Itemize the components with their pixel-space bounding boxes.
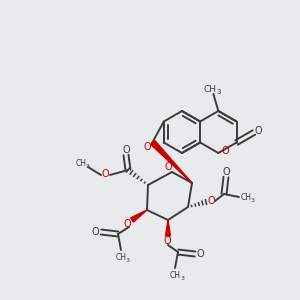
Text: CH: CH (204, 85, 217, 94)
Polygon shape (130, 210, 147, 222)
Text: O: O (254, 125, 262, 136)
Text: O: O (222, 146, 229, 156)
Text: CH: CH (169, 271, 181, 280)
Text: 3: 3 (251, 197, 255, 202)
Text: O: O (91, 227, 99, 237)
Text: O: O (207, 196, 215, 206)
Text: CH: CH (116, 253, 127, 262)
Text: CH: CH (76, 158, 86, 167)
Text: CH: CH (241, 193, 251, 202)
Text: O: O (101, 169, 109, 179)
Text: O: O (123, 219, 131, 229)
Text: O: O (196, 249, 204, 259)
Text: O: O (222, 167, 230, 177)
Polygon shape (151, 141, 192, 183)
Text: O: O (164, 162, 172, 172)
Polygon shape (166, 220, 170, 236)
Text: O: O (122, 145, 130, 155)
Text: O: O (143, 142, 151, 152)
Text: O: O (163, 236, 171, 246)
Text: 3: 3 (216, 89, 220, 95)
Text: 3: 3 (86, 164, 90, 169)
Text: 3: 3 (126, 259, 130, 263)
Text: 3: 3 (181, 277, 185, 281)
